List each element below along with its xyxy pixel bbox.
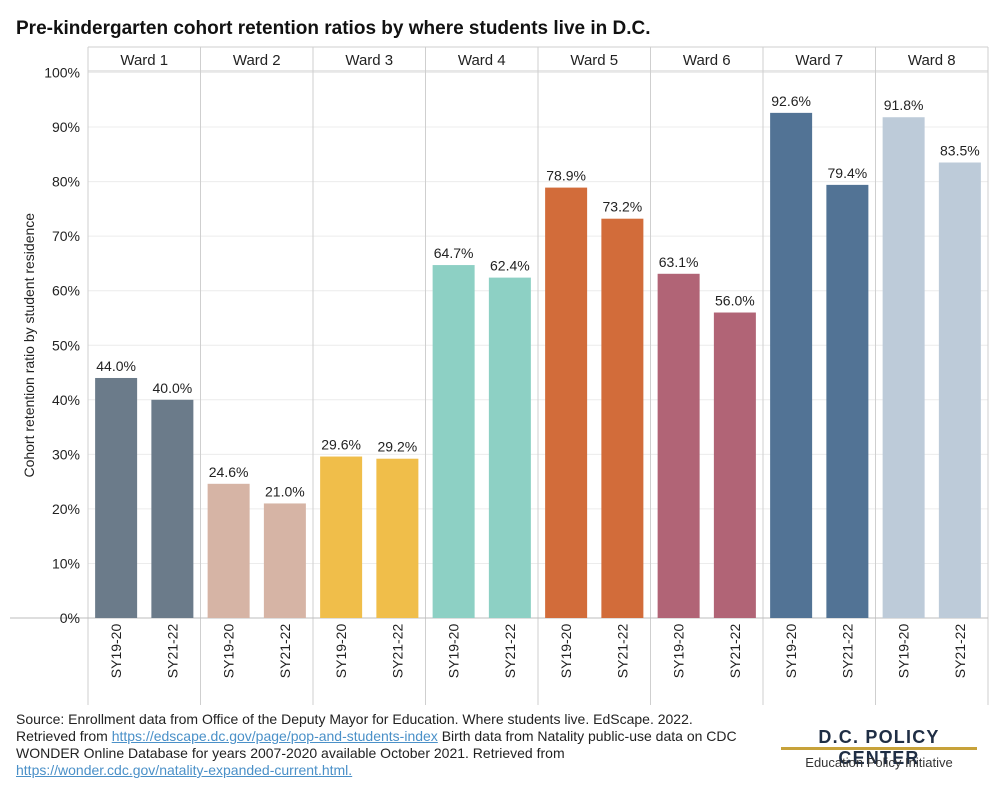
panel-header-label: Ward 7: [795, 52, 843, 69]
x-tick-label: SY21-22: [502, 624, 518, 679]
bar: [657, 273, 700, 618]
x-tick-label: SY21-22: [277, 624, 293, 679]
source-link-edscape[interactable]: https://edscape.dc.gov/page/pop-and-stud…: [111, 728, 438, 744]
y-axis-label: Cohort retention ratio by student reside…: [21, 213, 37, 478]
chart-title: Pre-kindergarten cohort retention ratios…: [16, 18, 651, 39]
x-tick-label: SY19-20: [783, 624, 799, 679]
x-tick-label: SY21-22: [952, 624, 968, 679]
x-tick-label: SY19-20: [896, 624, 912, 679]
bar: [882, 117, 925, 618]
y-tick-label: 60%: [52, 283, 80, 299]
bar-data-label: 83.5%: [940, 143, 980, 159]
logo-wordmark: D.C. POLICY CENTER: [818, 727, 940, 768]
panel-header-label: Ward 8: [908, 52, 956, 69]
bar: [826, 184, 869, 619]
source-link-cdc[interactable]: https://wonder.cdc.gov/natality-expanded…: [16, 762, 353, 778]
x-tick-label: SY21-22: [727, 624, 743, 679]
bar-data-label: 64.7%: [434, 245, 474, 261]
x-tick-label: SY19-20: [446, 624, 462, 679]
y-tick-label: 0%: [60, 610, 80, 626]
bar: [376, 458, 419, 618]
panel-header-label: Ward 3: [345, 52, 393, 69]
y-tick-label: 80%: [52, 174, 80, 190]
x-tick-label: SY21-22: [614, 624, 630, 679]
y-tick-label: 50%: [52, 337, 80, 353]
y-tick-label: 100%: [44, 65, 80, 81]
y-tick-label: 30%: [52, 446, 80, 462]
bar-data-label: 40.0%: [153, 380, 193, 396]
panel-header-label: Ward 2: [233, 52, 281, 69]
source-note: Source: Enrollment data from Office of t…: [16, 711, 756, 779]
bar-data-label: 24.6%: [209, 464, 249, 480]
panel-header-label: Ward 5: [570, 52, 618, 69]
x-tick-label: SY19-20: [221, 624, 237, 679]
bar-data-label: 79.4%: [828, 165, 868, 181]
bar: [488, 277, 531, 618]
y-tick-label: 10%: [52, 555, 80, 571]
panel-header-label: Ward 1: [120, 52, 168, 69]
x-tick-label: SY19-20: [671, 624, 687, 679]
bar: [938, 162, 981, 618]
bar: [545, 187, 588, 618]
x-tick-label: SY21-22: [389, 624, 405, 679]
logo-underline: [781, 747, 977, 750]
x-tick-label: SY19-20: [333, 624, 349, 679]
source-text-2: Birth data from Natality public-use data…: [16, 728, 737, 761]
bar-chart: 0% 10% 20% 30% 40% 50% 60% 70% 80% 90% 100% Cohort …: [10, 46, 989, 705]
bar-data-label: 29.6%: [321, 437, 361, 453]
x-tick-label: SY21-22: [839, 624, 855, 679]
bar: [601, 218, 644, 618]
bar: [713, 312, 756, 618]
bar-data-label: 21.0%: [265, 483, 305, 499]
y-tick-label: 20%: [52, 501, 80, 517]
panel-header-label: Ward 6: [683, 52, 731, 69]
logo-subtitle: Education Policy Initiative: [805, 755, 953, 770]
bar: [151, 399, 194, 618]
bar-data-label: 92.6%: [771, 93, 811, 109]
bar-data-label: 44.0%: [96, 358, 136, 374]
source-text-1: Source: Enrollment data from Office of t…: [16, 711, 693, 744]
bar-data-label: 63.1%: [659, 254, 699, 270]
y-tick-label: 90%: [52, 119, 80, 135]
x-tick-label: SY19-20: [558, 624, 574, 679]
y-tick-label: 40%: [52, 392, 80, 408]
bar: [207, 483, 250, 618]
bar-data-label: 91.8%: [884, 97, 924, 113]
bar-data-label: 73.2%: [603, 199, 643, 215]
bar-data-label: 56.0%: [715, 293, 755, 309]
y-tick-label: 70%: [52, 228, 80, 244]
x-tick-label: SY19-20: [108, 624, 124, 679]
bar-data-label: 29.2%: [378, 439, 418, 455]
bar: [263, 503, 306, 618]
bar: [770, 112, 813, 618]
bar-data-label: 62.4%: [490, 258, 530, 274]
panel-header-label: Ward 4: [458, 52, 506, 69]
bar: [432, 265, 475, 618]
x-tick-label: SY21-22: [164, 624, 180, 679]
bar: [95, 377, 138, 618]
bar: [320, 456, 363, 618]
bar-data-label: 78.9%: [546, 168, 586, 184]
